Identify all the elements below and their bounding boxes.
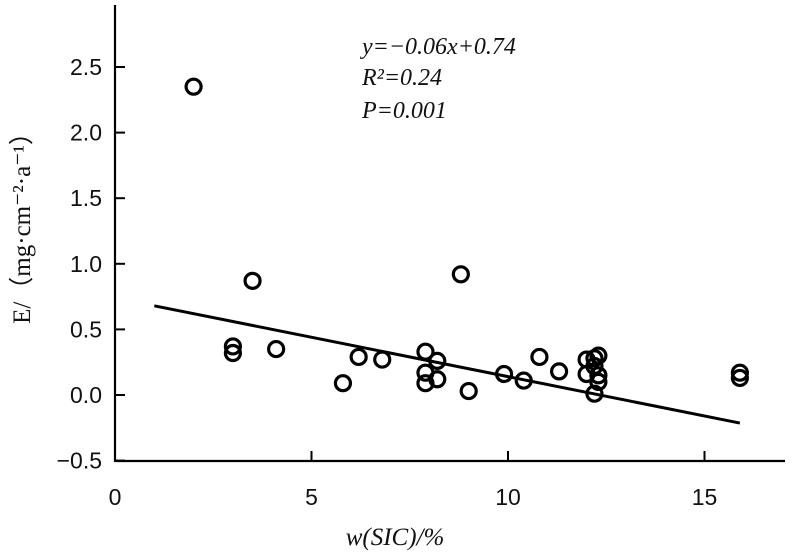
data-point <box>333 374 353 393</box>
y-tick-label: 0.5 <box>70 316 102 342</box>
equation-annotation: y=−0.06x+0.74 <box>360 34 516 60</box>
y-tick-label: 2.5 <box>70 54 102 80</box>
data-point <box>459 381 478 401</box>
data-point <box>514 371 533 390</box>
x-axis-label: w(SIC)/% <box>346 524 445 551</box>
y-axis-label: E/（mg·cm⁻²·a⁻¹） <box>8 120 36 324</box>
data-point <box>267 339 286 359</box>
y-tick-label: 2.0 <box>70 120 102 146</box>
data-point <box>585 384 604 403</box>
data-point <box>243 271 262 290</box>
x-tick-label: 5 <box>305 484 318 510</box>
data-point <box>416 374 435 393</box>
annotation-block: y=−0.06x+0.74 R²=0.24 P=0.001 <box>360 34 516 124</box>
data-point <box>730 368 749 388</box>
data-point <box>589 346 608 365</box>
data-point <box>494 364 514 384</box>
y-tick-label: 1.0 <box>70 251 102 277</box>
p-value-annotation: P=0.001 <box>361 98 447 124</box>
y-tick-label: 0.0 <box>70 382 102 408</box>
data-point <box>428 351 447 370</box>
data-point <box>184 77 203 96</box>
data-point <box>530 347 549 367</box>
axes <box>113 5 785 463</box>
data-point <box>223 343 242 363</box>
data-points <box>184 77 749 403</box>
x-tick-label: 15 <box>692 484 718 510</box>
regression-line <box>154 304 741 425</box>
data-point <box>589 372 608 391</box>
data-point <box>451 265 470 284</box>
tick-labels: 0 5 10 15 −0.5 0.0 0.5 1.0 1.5 2.0 2.5 <box>57 54 718 510</box>
y-tick-label: −0.5 <box>57 448 102 474</box>
data-point <box>373 350 392 369</box>
ticks <box>114 66 706 462</box>
r-squared-annotation: R²=0.24 <box>361 65 442 91</box>
data-point <box>349 347 368 367</box>
data-point <box>416 342 435 361</box>
x-tick-label: 10 <box>495 484 521 510</box>
y-tick-label: 1.5 <box>70 185 102 211</box>
data-point <box>223 337 242 356</box>
x-tick-label: 0 <box>109 484 122 510</box>
data-point <box>589 366 608 385</box>
data-point <box>585 357 604 376</box>
data-point <box>730 363 749 382</box>
data-point <box>549 362 569 381</box>
data-point <box>428 370 447 389</box>
